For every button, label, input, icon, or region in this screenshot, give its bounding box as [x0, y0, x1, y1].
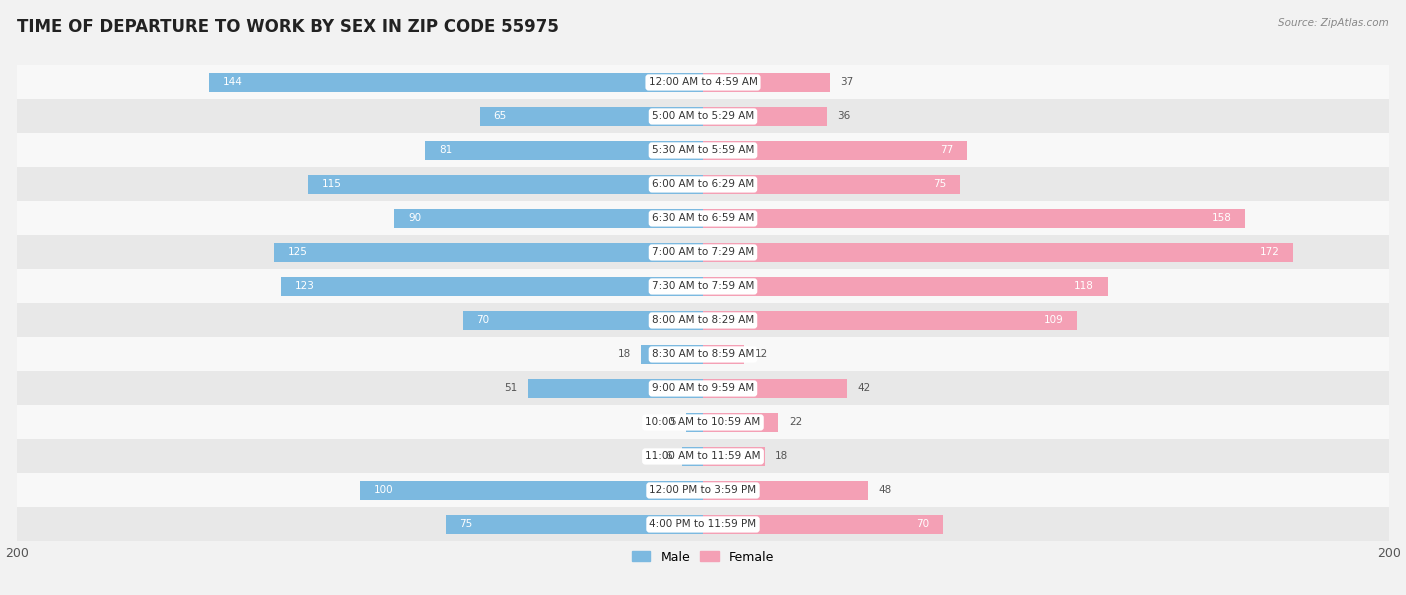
- Bar: [425, 141, 703, 160]
- Text: 8:00 AM to 8:29 AM: 8:00 AM to 8:29 AM: [652, 315, 754, 325]
- Text: 36: 36: [837, 111, 851, 121]
- Bar: [274, 243, 703, 262]
- Text: 48: 48: [877, 486, 891, 496]
- Bar: [17, 270, 1389, 303]
- Bar: [703, 345, 744, 364]
- Text: 4:00 PM to 11:59 PM: 4:00 PM to 11:59 PM: [650, 519, 756, 530]
- Bar: [686, 413, 703, 432]
- Text: 75: 75: [934, 180, 946, 189]
- Bar: [17, 303, 1389, 337]
- Bar: [703, 141, 967, 160]
- Text: 6: 6: [665, 452, 672, 462]
- Text: 77: 77: [941, 145, 953, 155]
- Bar: [703, 515, 943, 534]
- Text: 10:00 AM to 10:59 AM: 10:00 AM to 10:59 AM: [645, 418, 761, 427]
- Bar: [703, 447, 765, 466]
- Bar: [17, 337, 1389, 371]
- Text: 51: 51: [505, 383, 517, 393]
- Text: 18: 18: [775, 452, 789, 462]
- Text: 9:00 AM to 9:59 AM: 9:00 AM to 9:59 AM: [652, 383, 754, 393]
- Text: 6:30 AM to 6:59 AM: 6:30 AM to 6:59 AM: [652, 214, 754, 224]
- Text: 12:00 PM to 3:59 PM: 12:00 PM to 3:59 PM: [650, 486, 756, 496]
- Text: 115: 115: [322, 180, 342, 189]
- Text: 65: 65: [494, 111, 508, 121]
- Text: 11:00 AM to 11:59 AM: 11:00 AM to 11:59 AM: [645, 452, 761, 462]
- Bar: [703, 413, 779, 432]
- Text: 5:00 AM to 5:29 AM: 5:00 AM to 5:29 AM: [652, 111, 754, 121]
- Text: 144: 144: [222, 77, 243, 87]
- Text: 37: 37: [841, 77, 853, 87]
- Text: TIME OF DEPARTURE TO WORK BY SEX IN ZIP CODE 55975: TIME OF DEPARTURE TO WORK BY SEX IN ZIP …: [17, 18, 558, 36]
- Bar: [641, 345, 703, 364]
- Bar: [703, 311, 1077, 330]
- Bar: [479, 107, 703, 126]
- Bar: [703, 73, 830, 92]
- Bar: [463, 311, 703, 330]
- Bar: [17, 133, 1389, 167]
- Bar: [446, 515, 703, 534]
- Text: 5:30 AM to 5:59 AM: 5:30 AM to 5:59 AM: [652, 145, 754, 155]
- Text: 7:00 AM to 7:29 AM: 7:00 AM to 7:29 AM: [652, 248, 754, 258]
- Text: 70: 70: [477, 315, 489, 325]
- Bar: [17, 236, 1389, 270]
- Bar: [703, 243, 1294, 262]
- Bar: [17, 99, 1389, 133]
- Legend: Male, Female: Male, Female: [627, 546, 779, 568]
- Bar: [703, 481, 868, 500]
- Text: Source: ZipAtlas.com: Source: ZipAtlas.com: [1278, 18, 1389, 28]
- Bar: [308, 175, 703, 194]
- Text: 123: 123: [295, 281, 315, 292]
- Text: 125: 125: [288, 248, 308, 258]
- Text: 70: 70: [917, 519, 929, 530]
- Text: 158: 158: [1212, 214, 1232, 224]
- Text: 172: 172: [1260, 248, 1279, 258]
- Text: 42: 42: [858, 383, 870, 393]
- Bar: [703, 209, 1246, 228]
- Text: 12:00 AM to 4:59 AM: 12:00 AM to 4:59 AM: [648, 77, 758, 87]
- Bar: [17, 405, 1389, 440]
- Bar: [682, 447, 703, 466]
- Text: 100: 100: [374, 486, 394, 496]
- Bar: [281, 277, 703, 296]
- Bar: [703, 107, 827, 126]
- Text: 5: 5: [669, 418, 675, 427]
- Bar: [703, 175, 960, 194]
- Bar: [529, 379, 703, 398]
- Bar: [17, 167, 1389, 202]
- Text: 6:00 AM to 6:29 AM: 6:00 AM to 6:29 AM: [652, 180, 754, 189]
- Bar: [17, 202, 1389, 236]
- Bar: [360, 481, 703, 500]
- Bar: [703, 379, 846, 398]
- Text: 7:30 AM to 7:59 AM: 7:30 AM to 7:59 AM: [652, 281, 754, 292]
- Text: 109: 109: [1043, 315, 1063, 325]
- Text: 90: 90: [408, 214, 420, 224]
- Bar: [703, 277, 1108, 296]
- Text: 81: 81: [439, 145, 453, 155]
- Bar: [17, 508, 1389, 541]
- Bar: [17, 371, 1389, 405]
- Bar: [394, 209, 703, 228]
- Text: 12: 12: [755, 349, 768, 359]
- Bar: [17, 65, 1389, 99]
- Text: 8:30 AM to 8:59 AM: 8:30 AM to 8:59 AM: [652, 349, 754, 359]
- Bar: [17, 474, 1389, 508]
- Text: 118: 118: [1074, 281, 1094, 292]
- Bar: [17, 440, 1389, 474]
- Text: 18: 18: [617, 349, 631, 359]
- Bar: [209, 73, 703, 92]
- Text: 75: 75: [460, 519, 472, 530]
- Text: 22: 22: [789, 418, 801, 427]
